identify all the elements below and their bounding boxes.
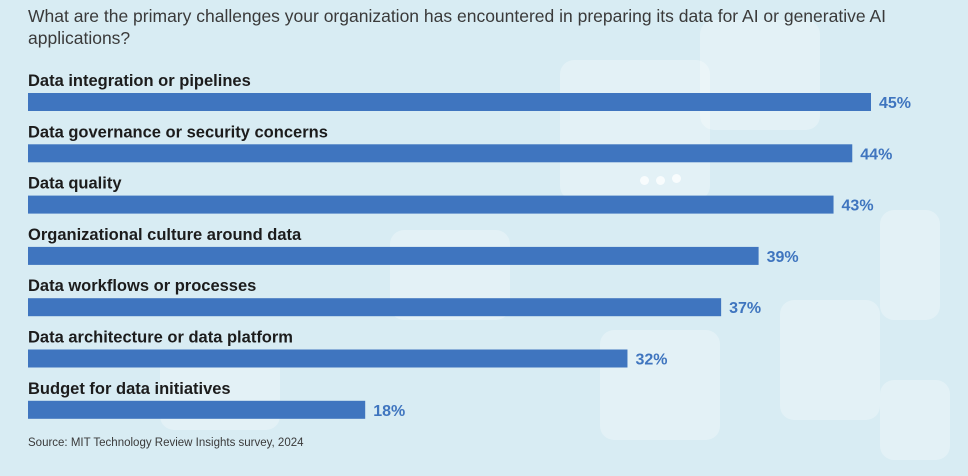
category-label: Organizational culture around data	[28, 226, 302, 244]
category-label: Budget for data initiatives	[28, 380, 231, 398]
category-label: Data integration or pipelines	[28, 72, 251, 90]
category-label: Data governance or security concerns	[28, 123, 328, 141]
bar	[28, 195, 834, 214]
bar	[28, 93, 871, 111]
value-label: 45%	[879, 95, 911, 112]
value-label: 32%	[635, 352, 667, 369]
bar	[28, 246, 759, 265]
category-label: Data workflows or processes	[28, 277, 256, 295]
category-label: Data architecture or data platform	[28, 329, 293, 347]
value-label: 37%	[729, 300, 761, 317]
bar	[28, 298, 722, 317]
value-label: 44%	[860, 146, 892, 163]
bar	[28, 349, 628, 368]
value-label: 18%	[373, 403, 405, 420]
value-label: 39%	[767, 249, 799, 266]
value-label: 43%	[842, 198, 874, 215]
bar	[28, 400, 366, 419]
chart-title: What are the primary challenges your org…	[28, 6, 886, 48]
category-label: Data quality	[28, 175, 122, 193]
bar	[28, 144, 853, 163]
source-note: Source: MIT Technology Review Insights s…	[28, 437, 304, 449]
